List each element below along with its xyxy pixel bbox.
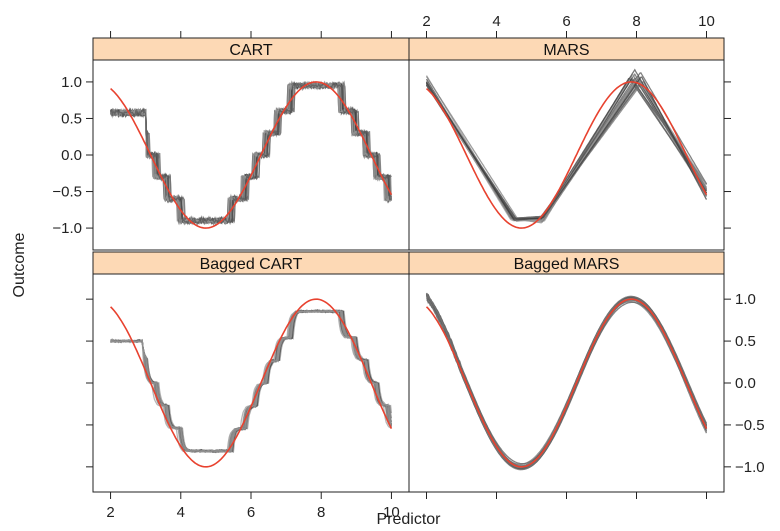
true-function-line bbox=[110, 298, 393, 468]
true-function-line bbox=[110, 81, 393, 229]
panel-mars: MARS bbox=[408, 37, 725, 251]
x-tick-label: 10 bbox=[698, 13, 715, 30]
panel-cart: CART bbox=[92, 37, 410, 251]
fit-line bbox=[110, 309, 393, 453]
fit-line bbox=[425, 81, 708, 222]
panel-title: Bagged CART bbox=[200, 256, 303, 273]
y-tick-label: −0.5 bbox=[735, 417, 765, 434]
y-tick-label: 0.0 bbox=[61, 147, 82, 164]
fit-line bbox=[109, 81, 392, 225]
panel-border bbox=[92, 37, 410, 251]
fit-line bbox=[425, 294, 708, 469]
x-tick-label: 10 bbox=[383, 504, 400, 521]
panels-layer: CART MARS Bagged CART Bagged MARS bbox=[92, 37, 725, 493]
y-tick-label: 1.0 bbox=[735, 291, 756, 308]
fit-line bbox=[426, 294, 708, 470]
panel-bagged_mars: Bagged MARS bbox=[408, 251, 725, 493]
x-tick-label: 2 bbox=[422, 13, 430, 30]
ensemble-fits bbox=[425, 68, 708, 229]
y-tick-label: −0.5 bbox=[52, 184, 82, 201]
panel-title: Bagged MARS bbox=[514, 256, 620, 273]
panel-border bbox=[408, 251, 725, 493]
fit-line bbox=[425, 293, 708, 469]
y-axis-title: Outcome bbox=[11, 232, 28, 297]
axes-layer: 2 2 4 4 6 6 8 8 10 10 −1.0 −1.0 −0.5 −0.5 0.0 0.0 0.5 0.5… bbox=[52, 13, 764, 521]
panel-title: CART bbox=[229, 42, 272, 59]
y-tick-label: 0.0 bbox=[735, 375, 756, 392]
y-tick-label: 1.0 bbox=[61, 74, 82, 91]
x-tick-label: 4 bbox=[492, 13, 500, 30]
fit-line bbox=[426, 292, 708, 470]
fit-line bbox=[426, 298, 708, 465]
fit-line bbox=[425, 293, 708, 468]
y-tick-label: −1.0 bbox=[52, 220, 82, 237]
true-function-line bbox=[425, 81, 708, 229]
ensemble-fits bbox=[109, 80, 393, 229]
x-tick-label: 8 bbox=[632, 13, 640, 30]
ensemble-fits bbox=[425, 292, 708, 471]
panel-bagged_cart: Bagged CART bbox=[92, 251, 410, 493]
fit-line bbox=[426, 296, 708, 467]
x-axis-title: Predictor bbox=[376, 511, 441, 528]
x-tick-label: 2 bbox=[106, 504, 114, 521]
true-function-line bbox=[425, 298, 708, 468]
fit-line bbox=[426, 299, 708, 465]
y-tick-label: 0.5 bbox=[61, 110, 82, 127]
x-tick-label: 4 bbox=[177, 504, 185, 521]
fit-line bbox=[109, 80, 392, 225]
x-tick-label: 8 bbox=[317, 504, 325, 521]
y-tick-label: −1.0 bbox=[735, 459, 765, 476]
fit-line bbox=[425, 292, 708, 471]
fit-line bbox=[425, 294, 708, 469]
fit-line bbox=[425, 293, 708, 470]
y-tick-label: 0.5 bbox=[735, 333, 756, 350]
panel-border bbox=[92, 251, 410, 493]
ensemble-fits bbox=[110, 298, 393, 468]
fit-line bbox=[425, 76, 708, 221]
fit-line bbox=[426, 294, 708, 469]
x-tick-label: 6 bbox=[247, 504, 255, 521]
fit-line bbox=[426, 294, 708, 468]
x-tick-label: 6 bbox=[562, 13, 570, 30]
panel-title: MARS bbox=[543, 42, 589, 59]
